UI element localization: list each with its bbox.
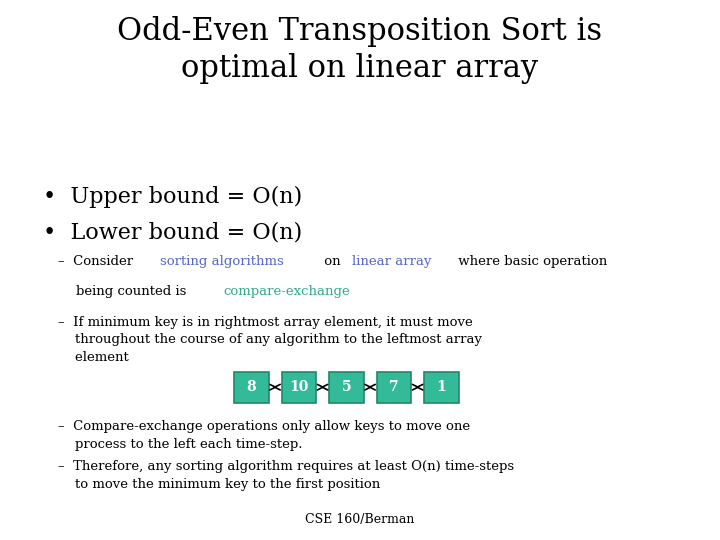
Text: –  Consider: – Consider bbox=[58, 255, 137, 268]
Text: 1: 1 bbox=[436, 380, 446, 394]
FancyBboxPatch shape bbox=[424, 372, 459, 403]
Text: linear array: linear array bbox=[352, 255, 431, 268]
FancyBboxPatch shape bbox=[329, 372, 364, 403]
Text: Odd-Even Transposition Sort is
optimal on linear array: Odd-Even Transposition Sort is optimal o… bbox=[117, 16, 603, 84]
Text: 5: 5 bbox=[341, 380, 351, 394]
Text: •  Lower bound = O(n): • Lower bound = O(n) bbox=[43, 221, 302, 244]
FancyBboxPatch shape bbox=[377, 372, 411, 403]
Text: CSE 160/Berman: CSE 160/Berman bbox=[305, 514, 415, 526]
FancyBboxPatch shape bbox=[234, 372, 269, 403]
Text: where basic operation: where basic operation bbox=[454, 255, 608, 268]
Text: sorting algorithms: sorting algorithms bbox=[160, 255, 284, 268]
Text: –  If minimum key is in rightmost array element, it must move
    throughout the: – If minimum key is in rightmost array e… bbox=[58, 316, 482, 364]
Text: being counted is: being counted is bbox=[76, 285, 190, 298]
Text: compare-exchange: compare-exchange bbox=[223, 285, 350, 298]
FancyBboxPatch shape bbox=[282, 372, 316, 403]
Text: 8: 8 bbox=[246, 380, 256, 394]
Text: 10: 10 bbox=[289, 380, 308, 394]
Text: –  Compare-exchange operations only allow keys to move one
    process to the le: – Compare-exchange operations only allow… bbox=[58, 420, 469, 450]
Text: –  Therefore, any sorting algorithm requires at least O(n) time-steps
    to mov: – Therefore, any sorting algorithm requi… bbox=[58, 460, 514, 490]
Text: on: on bbox=[320, 255, 345, 268]
Text: •  Upper bound = O(n): • Upper bound = O(n) bbox=[43, 186, 302, 208]
Text: 7: 7 bbox=[389, 380, 399, 394]
